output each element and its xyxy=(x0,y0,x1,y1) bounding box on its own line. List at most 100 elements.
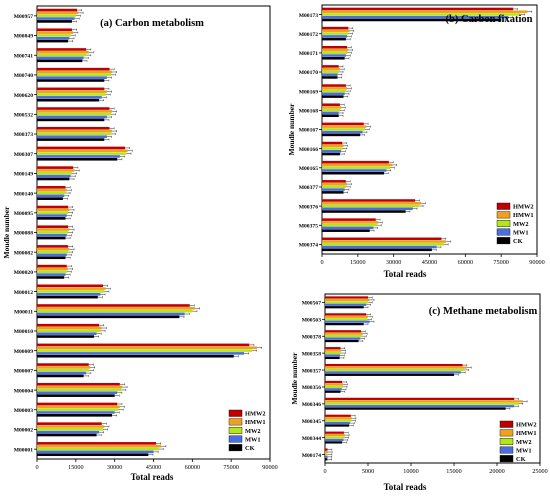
bar xyxy=(37,368,89,372)
bar xyxy=(322,35,348,38)
bar xyxy=(37,346,258,350)
bar xyxy=(37,228,70,231)
bar xyxy=(37,309,193,313)
legend-label: MW2 xyxy=(513,221,529,228)
y-tick-label: M00373 xyxy=(14,132,33,138)
bar xyxy=(325,455,328,459)
bar xyxy=(325,347,341,350)
bar xyxy=(37,177,70,181)
legend-swatch xyxy=(228,418,243,426)
bar xyxy=(37,87,105,91)
bar xyxy=(322,245,437,249)
y-tick-label: M00358 xyxy=(302,351,321,357)
legend-swatch xyxy=(499,446,514,454)
x-axis-label: Total reads xyxy=(384,269,427,279)
bar xyxy=(37,290,105,293)
bar xyxy=(325,380,343,384)
bar xyxy=(322,166,391,169)
y-tick-label: M00095 xyxy=(14,211,33,217)
bar xyxy=(322,32,349,35)
y-tick-label: M00020 xyxy=(14,270,33,276)
bar xyxy=(37,236,66,240)
bar xyxy=(37,191,66,195)
bar xyxy=(37,231,69,234)
legend-label: MW2 xyxy=(245,428,261,435)
bar xyxy=(322,87,348,90)
bar xyxy=(37,332,97,336)
bar xyxy=(37,11,79,15)
bar xyxy=(37,174,71,178)
bar xyxy=(322,147,343,150)
bar xyxy=(37,31,74,34)
bar xyxy=(37,326,102,330)
bar xyxy=(37,388,122,392)
x-tick-label: 30000 xyxy=(386,259,401,266)
y-tick-label: M00167 xyxy=(299,128,318,134)
bar xyxy=(325,390,341,393)
bar xyxy=(322,45,348,49)
chart-title: (b) Carbon fixation xyxy=(446,14,533,25)
bar xyxy=(325,419,352,422)
bar xyxy=(37,304,190,307)
legend-label: HMW2 xyxy=(245,411,266,418)
y-tick-label: M00001 xyxy=(14,447,33,453)
legend-label: MW2 xyxy=(516,439,532,446)
bar xyxy=(37,166,74,169)
bar xyxy=(325,453,328,456)
y-tick-label: M00165 xyxy=(299,166,318,172)
bar xyxy=(37,217,66,220)
bar xyxy=(37,129,113,133)
bar xyxy=(322,48,349,52)
bar xyxy=(37,270,67,274)
bar xyxy=(325,306,364,309)
y-axis-label: Moudle number xyxy=(287,103,296,156)
bar xyxy=(37,264,67,268)
legend-swatch xyxy=(496,237,511,245)
bar xyxy=(37,118,105,122)
bar xyxy=(322,210,406,213)
y-tick-label: M00378 xyxy=(302,334,321,340)
y-tick-label: M00357 xyxy=(302,368,321,374)
bar xyxy=(322,54,346,57)
y-tick-label: M00174 xyxy=(302,453,321,459)
bar xyxy=(37,422,102,425)
bar xyxy=(37,447,159,451)
legend-swatch xyxy=(228,435,243,443)
y-tick-label: M00010 xyxy=(14,329,33,335)
bar xyxy=(322,152,340,156)
bar xyxy=(37,115,107,119)
y-tick-label: M00377 xyxy=(299,185,318,191)
bar xyxy=(37,59,83,63)
bar xyxy=(325,332,363,335)
bar xyxy=(37,39,69,43)
bar xyxy=(37,20,72,23)
bar xyxy=(37,442,157,445)
legend-label: HMW1 xyxy=(513,212,534,219)
bar xyxy=(325,407,506,410)
bar xyxy=(37,14,76,18)
bar xyxy=(37,48,87,51)
bar xyxy=(325,402,519,405)
bar xyxy=(322,103,340,106)
bar xyxy=(322,89,346,93)
x-axis-label: Total reads xyxy=(384,482,427,492)
bar xyxy=(325,351,341,355)
bar xyxy=(37,205,69,209)
legend-label: HMW2 xyxy=(516,422,537,429)
bar xyxy=(37,256,66,260)
bar xyxy=(322,243,444,246)
bar xyxy=(37,76,107,79)
bar xyxy=(322,188,345,191)
legend-label: HMW1 xyxy=(516,430,537,437)
bar xyxy=(37,425,105,428)
bar xyxy=(37,112,111,116)
x-tick-label: 45000 xyxy=(422,259,437,266)
x-tick-label: 60000 xyxy=(458,259,473,266)
bar xyxy=(37,374,84,378)
bar xyxy=(37,402,118,406)
chart-panel-2: M00173 M00172 M00171 M00170 M00169 M00168 M001… xyxy=(287,4,545,279)
y-tick-label: M00140 xyxy=(14,191,33,197)
bar xyxy=(325,303,367,306)
chart-panel-3: M00567 M00563 M00378 M00358 M00357 M00356 M003… xyxy=(290,293,548,492)
